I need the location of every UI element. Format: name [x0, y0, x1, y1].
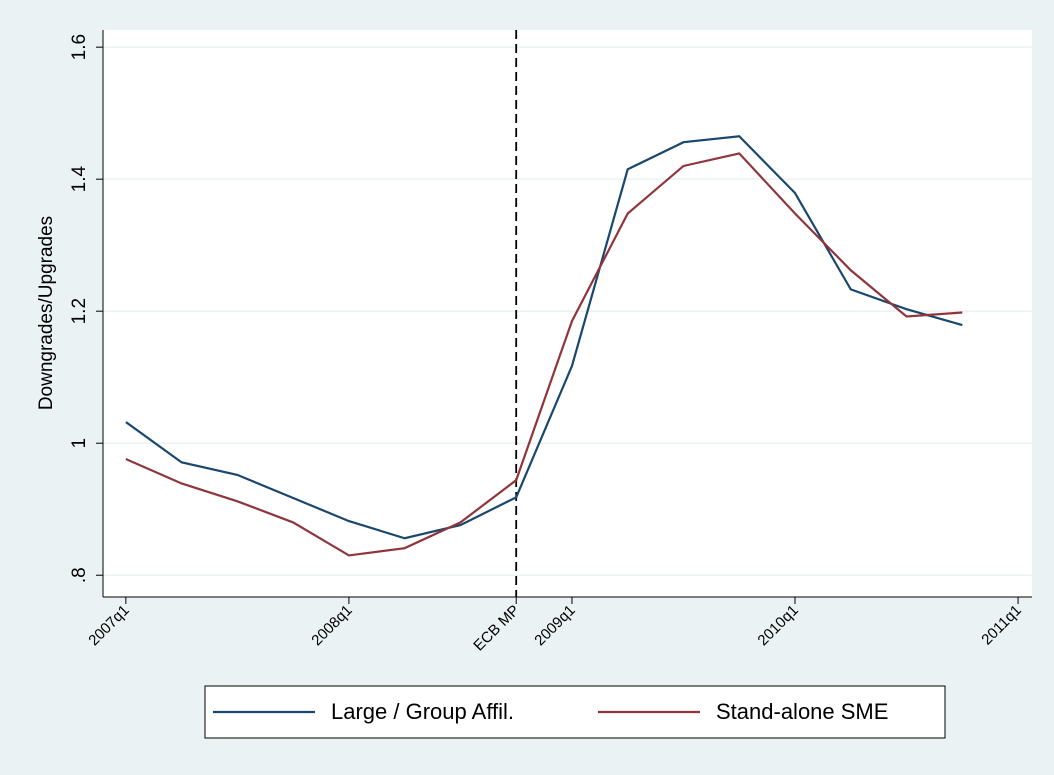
y-tick-label: 1.6 — [69, 34, 90, 60]
y-tick-label: .8 — [69, 567, 90, 583]
series-line — [125, 152, 963, 557]
y-tick-label: 1.2 — [69, 298, 90, 324]
legend-label: Large / Group Affil. — [331, 699, 514, 724]
y-tick-label: 1 — [69, 438, 90, 449]
y-axis-title: Downgrades/Upgrades — [36, 216, 57, 410]
legend — [204, 685, 946, 739]
plot-area — [103, 30, 1032, 597]
legend-label: Stand-alone SME — [716, 699, 888, 724]
y-tick-label: 1.4 — [69, 166, 90, 193]
